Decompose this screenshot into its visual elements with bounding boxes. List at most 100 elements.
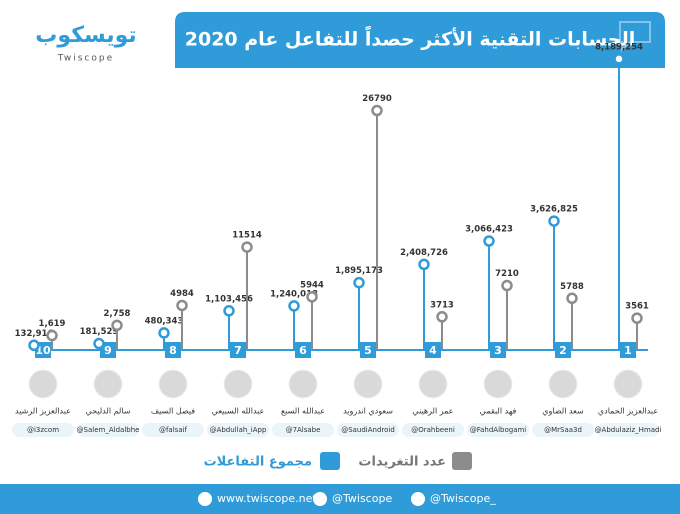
value-label: 3,626,825: [530, 205, 578, 215]
value-label: 1,619: [39, 319, 66, 329]
marker: [371, 104, 383, 117]
account-name: عبدالله السبع: [281, 407, 325, 416]
marker: [46, 329, 58, 342]
legend-entry: عدد التغريدات: [358, 455, 446, 470]
avatar: [418, 369, 448, 399]
rank-label: 1: [624, 344, 632, 357]
handle-box: [467, 423, 529, 437]
account-name: سعد الضاوي: [542, 407, 584, 416]
rank-box: [425, 342, 441, 358]
rank-box: [230, 342, 246, 358]
footer-bar: [0, 484, 680, 514]
marker: [111, 319, 123, 332]
account-name: فهد البقمي: [480, 407, 517, 416]
marker: [631, 312, 643, 324]
avatar: [28, 369, 58, 399]
rank-label: 5: [364, 344, 372, 357]
logo-sub: Twiscope: [57, 54, 114, 64]
account-name: فيصل السيف: [151, 407, 195, 416]
rank-box: [555, 342, 571, 358]
account-handle: @Abdulaziz_Hmadi: [595, 426, 662, 434]
marker: [288, 300, 300, 312]
value-label: 2,408,726: [400, 248, 448, 258]
account-name: سعودي اندرويد: [343, 407, 393, 416]
footer-link[interactable]: @Twiscope: [332, 492, 392, 505]
account-handle: @MrSaa3d: [544, 426, 582, 434]
handle-box: [142, 423, 204, 437]
rank-box: [295, 342, 311, 358]
value-label: 1,240,018: [270, 289, 318, 299]
value-label: 3713: [430, 300, 454, 310]
avatar: [613, 369, 643, 399]
rank-label: 3: [494, 344, 502, 357]
rank-label: 9: [104, 344, 112, 357]
account-handle: @Salem_Aldalbhe: [77, 426, 140, 434]
rank-label: 2: [559, 344, 567, 357]
avatar: [548, 369, 578, 399]
value-label: 132,916: [15, 329, 54, 339]
account-name: عبدالعزيز الحمادي: [598, 407, 658, 416]
handle-box: [337, 423, 399, 437]
rank-box: [490, 342, 506, 358]
legend-entry: مجموع التفاعلات: [204, 455, 312, 470]
avatar: [288, 369, 318, 399]
marker: [548, 215, 560, 227]
account-handle: @Orahbeeni: [411, 426, 455, 434]
account-handle: @falsaif: [159, 426, 188, 434]
avatar: [353, 369, 383, 399]
value-label: 5944: [300, 280, 324, 290]
chart-title: الحسابات التقنية الأكثر حصداً للتفاعل عا…: [185, 25, 635, 50]
marker: [176, 299, 188, 312]
snapchat-icon: [313, 492, 327, 506]
banner-icon: [619, 21, 651, 53]
rank-label: 4: [429, 344, 437, 357]
footer-link[interactable]: www.twiscope.net: [217, 492, 317, 505]
handle-box: [77, 423, 139, 437]
account-handle: @SaudiAndroid: [341, 426, 395, 434]
marker: [241, 241, 253, 253]
marker: [28, 339, 40, 352]
avatar: [483, 369, 513, 399]
value-label: 1,103,456: [205, 294, 253, 304]
rank-label: 8: [169, 344, 177, 357]
rank-box: [360, 342, 376, 358]
handle-box: [597, 423, 659, 437]
twitter-icon: [411, 492, 425, 506]
avatar: [158, 369, 188, 399]
account-handle: @FahdAlbogami: [470, 426, 527, 434]
handle-box: [402, 423, 464, 437]
avatar: [223, 369, 253, 399]
account-handle: @7Alsabe: [286, 426, 321, 434]
marker: [158, 327, 170, 339]
avatar: [93, 369, 123, 399]
marker: [501, 279, 513, 292]
value-label: 2,758: [104, 309, 131, 319]
marker: [418, 258, 430, 271]
value-label: 26790: [362, 94, 392, 104]
value-label: 181,529: [80, 327, 119, 337]
legend-icon-tweets: [452, 452, 472, 470]
account-name: سالم الدليحي: [86, 407, 131, 416]
rank-box: [620, 342, 636, 358]
value-label: 3561: [625, 302, 649, 312]
title-banner: [175, 12, 665, 68]
logo: تويسكوب: [35, 23, 136, 48]
handle-box: [12, 423, 74, 437]
marker: [436, 311, 448, 323]
footer-link[interactable]: @Twiscope_: [430, 492, 496, 505]
handle-box: [207, 423, 269, 437]
value-label: 1,895,173: [335, 266, 383, 276]
value-label: 4984: [170, 289, 194, 299]
value-label: 3,066,423: [465, 225, 513, 235]
rank-label: 6: [299, 344, 307, 357]
account-name: عبدالعزيز الرشيد: [15, 407, 71, 416]
account-handle: @i3zcom: [27, 426, 59, 434]
value-label: 7210: [495, 269, 519, 279]
handle-box: [532, 423, 594, 437]
value-label: 480,343: [145, 316, 184, 326]
rank-label: 7: [234, 344, 242, 357]
account-name: عمر الرهيني: [412, 407, 453, 416]
marker: [93, 337, 105, 350]
